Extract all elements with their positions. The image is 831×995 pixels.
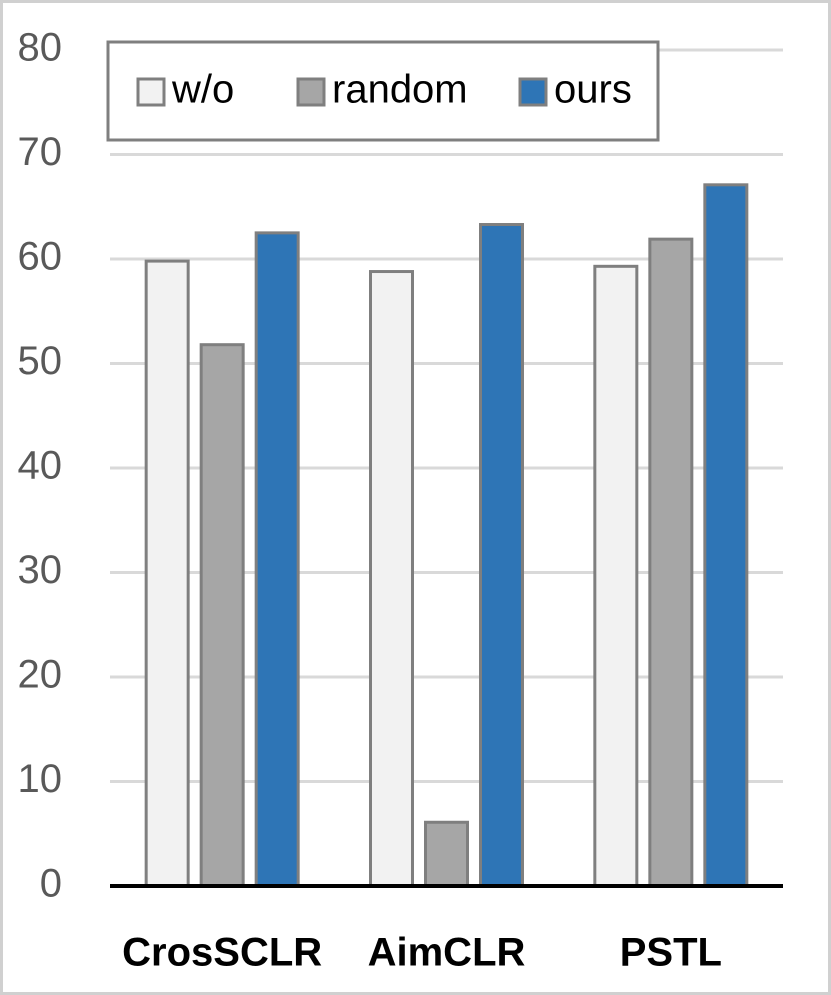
- bar: [703, 183, 749, 888]
- x-tick-label: PSTL: [620, 931, 722, 975]
- bar: [199, 343, 245, 888]
- y-tick-label: 60: [18, 235, 63, 279]
- y-tick-label: 70: [18, 130, 63, 174]
- x-tick-label: AimCLR: [368, 931, 526, 975]
- legend-swatch: [296, 77, 326, 107]
- y-tick-label: 30: [18, 548, 63, 592]
- y-tick-label: 80: [18, 26, 63, 70]
- bar: [424, 820, 469, 888]
- legend-swatch: [136, 77, 166, 107]
- bar: [593, 264, 639, 888]
- legend-label: ours: [554, 68, 632, 112]
- bar: [144, 259, 190, 888]
- y-tick-label: 40: [18, 444, 63, 488]
- x-tick-label: CrosSCLR: [122, 931, 322, 975]
- y-tick-label: 20: [18, 653, 63, 697]
- legend-label: random: [332, 68, 468, 112]
- y-tick-label: 0: [40, 862, 62, 906]
- legend-box: [106, 40, 660, 142]
- legend-swatch: [518, 77, 548, 107]
- bar: [479, 223, 524, 888]
- bar: [648, 237, 694, 888]
- bar: [369, 270, 414, 888]
- y-tick-label: 50: [18, 339, 63, 383]
- bar: [254, 231, 300, 888]
- y-tick-label: 10: [18, 757, 63, 801]
- legend-label: w/o: [171, 68, 234, 112]
